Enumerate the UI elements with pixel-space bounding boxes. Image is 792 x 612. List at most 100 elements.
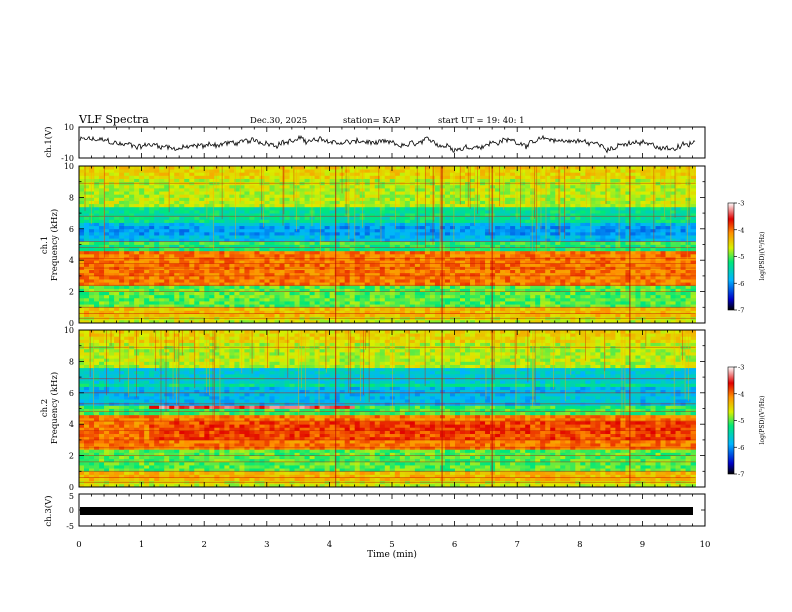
spectrogram-cell	[244, 200, 250, 205]
spectrogram-cell	[234, 172, 240, 176]
spectrogram-cell	[414, 238, 421, 242]
spectrogram-cell	[94, 231, 100, 236]
spectrogram-cell	[334, 304, 341, 308]
spectrogram-cell	[424, 241, 431, 245]
spectrogram-cell	[89, 206, 95, 211]
spectrogram-cell	[99, 253, 105, 258]
spectrogram-cell	[414, 297, 421, 302]
spectrogram-cell	[249, 206, 255, 211]
spectrogram-cell	[184, 310, 190, 314]
spectrogram-cell	[244, 253, 250, 258]
spectrogram-cell	[129, 172, 135, 176]
spectrogram-cell	[369, 260, 376, 264]
spectrogram-cell	[384, 200, 391, 205]
spectrogram-cell	[485, 187, 491, 192]
spectrogram-cell	[279, 244, 285, 249]
spectrogram-cell	[399, 301, 406, 305]
spectrogram-cell	[530, 169, 536, 173]
spectrogram-cell	[505, 187, 511, 192]
spectrogram-cell	[319, 191, 326, 195]
spectrogram-cell	[490, 197, 496, 201]
spectrogram-cell	[94, 228, 100, 233]
spectrogram-cell	[434, 238, 441, 242]
spectrogram-cell	[510, 166, 516, 170]
spectrogram-cell	[510, 272, 516, 277]
spectrogram-cell	[419, 187, 426, 192]
spectrogram-cell	[119, 184, 125, 189]
spectrogram-cell	[209, 250, 215, 255]
spectrogram-cell	[490, 178, 496, 183]
spectrogram-cell	[259, 253, 265, 258]
spectrogram-cell	[394, 282, 401, 286]
spectrogram-cell	[169, 216, 175, 220]
spectrogram-cell	[424, 175, 431, 179]
spectrogram-cell	[219, 272, 225, 277]
spectrogram-cell	[224, 222, 230, 227]
spectrogram-cell	[414, 275, 421, 280]
spectrogram-cell	[94, 307, 100, 311]
spectrogram-cell	[249, 169, 255, 173]
spectrogram-cell	[224, 194, 230, 198]
spectrogram-cell	[545, 244, 551, 249]
spectrogram-cell	[254, 169, 260, 173]
spectrogram-cell	[510, 178, 516, 183]
spectrogram-cell	[389, 263, 396, 267]
spectrogram-cell	[234, 247, 240, 252]
spectrogram-cell	[319, 209, 326, 214]
spectrogram-cell	[109, 279, 115, 283]
spectrogram-cell	[454, 313, 461, 318]
spectrogram-cell	[309, 191, 316, 195]
spectrogram-cell	[319, 169, 326, 173]
spectrogram-cell	[229, 304, 235, 308]
spectrogram-cell	[264, 247, 270, 252]
spectrogram-cell	[334, 250, 341, 255]
spectrogram-cell	[239, 304, 245, 308]
spectrogram-cell	[279, 235, 285, 239]
spectrogram-cell	[369, 275, 376, 280]
spectrogram-cell	[349, 235, 356, 239]
spectrogram-cell	[530, 213, 536, 217]
spectrogram-cell	[319, 197, 326, 201]
spectrogram-cell	[429, 244, 436, 249]
spectrogram-cell	[129, 197, 135, 201]
spectrogram-cell	[194, 297, 200, 302]
spectrogram-cell	[329, 166, 336, 170]
spectrogram-cell	[214, 247, 220, 252]
spectrogram-cell	[334, 301, 341, 305]
spectrogram-cell	[545, 294, 551, 299]
spectrogram-cell	[234, 178, 240, 183]
spectrogram-cell	[104, 194, 110, 198]
spectrogram-cell	[124, 166, 130, 170]
spectrogram-cell	[429, 238, 436, 242]
spectrogram-cell	[379, 272, 386, 277]
spectrogram-cell	[79, 238, 85, 242]
spectrogram-cell	[94, 222, 100, 227]
spectrogram-cell	[284, 282, 290, 286]
spectrogram-cell	[374, 209, 381, 214]
spectrogram-cell	[214, 313, 220, 318]
spectrogram-cell	[179, 231, 185, 236]
spectrogram-cell	[389, 272, 396, 277]
spectrogram-cell	[379, 166, 386, 170]
spectrogram-cell	[465, 209, 471, 214]
spectrogram-cell	[505, 304, 511, 308]
spectrogram-cell	[249, 250, 255, 255]
spectrogram-cell	[379, 228, 386, 233]
spectrogram-cell	[164, 194, 170, 198]
spectrogram-cell	[505, 247, 511, 252]
spectrogram-cell	[349, 178, 356, 183]
spectrogram-cell	[409, 275, 416, 280]
spectrogram-cell	[184, 319, 190, 324]
spectrogram-cell	[500, 250, 506, 255]
spectrogram-cell	[194, 294, 200, 299]
spectrogram-cell	[429, 231, 436, 236]
spectrogram-cell	[349, 216, 356, 220]
spectrogram-cell	[359, 184, 366, 189]
spectrogram-cell	[550, 194, 556, 198]
spectrogram-cell	[399, 222, 406, 227]
spectrogram-cell	[184, 263, 190, 267]
spectrogram-cell	[269, 288, 275, 292]
spectrogram-cell	[114, 297, 120, 302]
spectrogram-cell	[404, 263, 411, 267]
spectrogram-cell	[264, 307, 270, 311]
